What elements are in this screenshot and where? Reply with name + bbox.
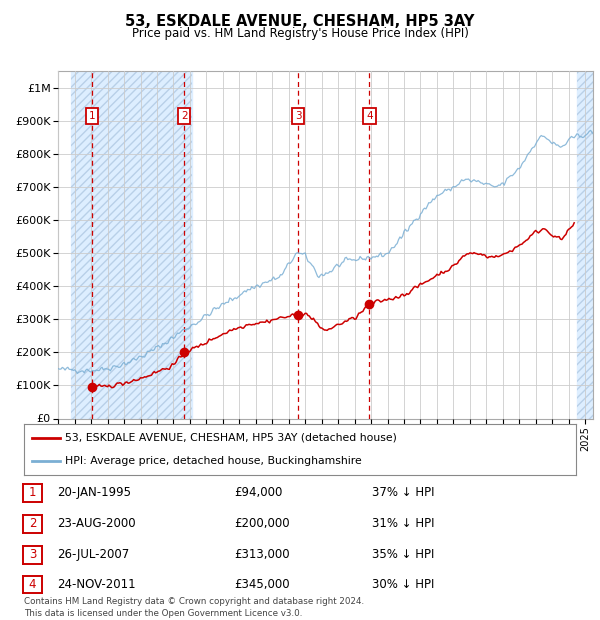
Text: 20-JAN-1995: 20-JAN-1995 (57, 487, 131, 499)
Text: 31% ↓ HPI: 31% ↓ HPI (372, 518, 434, 530)
Text: 35% ↓ HPI: 35% ↓ HPI (372, 549, 434, 561)
Text: Contains HM Land Registry data © Crown copyright and database right 2024.
This d: Contains HM Land Registry data © Crown c… (24, 597, 364, 618)
Text: 3: 3 (29, 549, 36, 561)
Text: 24-NOV-2011: 24-NOV-2011 (57, 578, 136, 591)
Text: 1: 1 (89, 111, 95, 121)
Text: HPI: Average price, detached house, Buckinghamshire: HPI: Average price, detached house, Buck… (65, 456, 362, 466)
Text: 1: 1 (29, 487, 36, 499)
Text: Price paid vs. HM Land Registry's House Price Index (HPI): Price paid vs. HM Land Registry's House … (131, 27, 469, 40)
Text: 53, ESKDALE AVENUE, CHESHAM, HP5 3AY: 53, ESKDALE AVENUE, CHESHAM, HP5 3AY (125, 14, 475, 29)
Text: 4: 4 (29, 578, 36, 591)
Text: 30% ↓ HPI: 30% ↓ HPI (372, 578, 434, 591)
Text: £94,000: £94,000 (234, 487, 283, 499)
Text: 53, ESKDALE AVENUE, CHESHAM, HP5 3AY (detached house): 53, ESKDALE AVENUE, CHESHAM, HP5 3AY (de… (65, 433, 397, 443)
Text: 4: 4 (366, 111, 373, 121)
Text: £200,000: £200,000 (234, 518, 290, 530)
Text: 2: 2 (29, 518, 36, 530)
Text: 26-JUL-2007: 26-JUL-2007 (57, 549, 129, 561)
Text: £313,000: £313,000 (234, 549, 290, 561)
Text: 3: 3 (295, 111, 301, 121)
Text: 37% ↓ HPI: 37% ↓ HPI (372, 487, 434, 499)
Text: £345,000: £345,000 (234, 578, 290, 591)
Bar (577, 71, 593, 419)
Text: 2: 2 (181, 111, 187, 121)
Bar (577, 71, 593, 419)
Bar (71, 71, 191, 419)
Bar (71, 71, 191, 419)
Text: 23-AUG-2000: 23-AUG-2000 (57, 518, 136, 530)
